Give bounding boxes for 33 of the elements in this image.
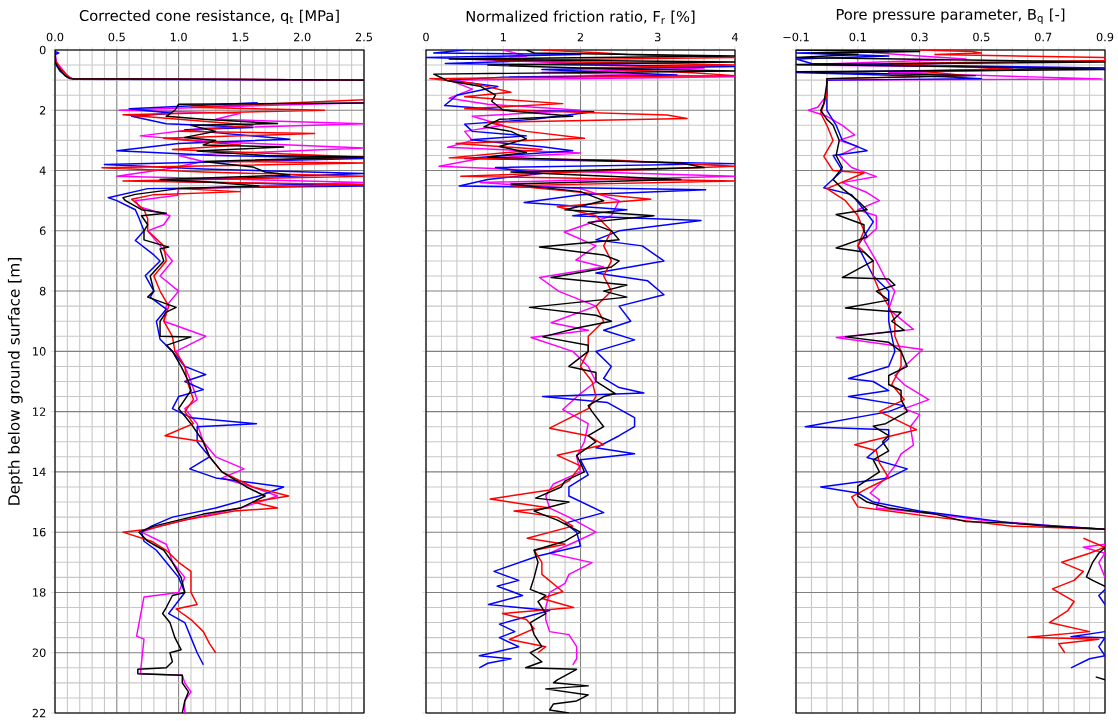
- y-tick-label: 18: [33, 588, 46, 597]
- x-tick-label: 2.5: [355, 32, 373, 42]
- y-tick-label: 20: [32, 648, 46, 658]
- x-tick-label: 0.1: [849, 32, 866, 42]
- x-tick-label: 1.0: [170, 32, 187, 42]
- y-axis-title: Depth below ground surface [m]: [7, 258, 23, 505]
- x-tick-label: 0: [423, 32, 429, 42]
- y-tick-label: 12: [33, 407, 46, 416]
- y-tick-label: 22: [32, 708, 46, 718]
- chart-title: Pore pressure parameter, B$_{q}$ [-]: [836, 8, 1065, 24]
- x-tick-label: 3: [655, 32, 661, 42]
- x-tick-label: 0.0: [46, 32, 64, 42]
- x-tick-label: 2.0: [294, 32, 311, 42]
- x-tick-label: 0.5: [108, 32, 125, 42]
- y-tick-label: 0: [39, 45, 46, 55]
- x-tick-label: 0.5: [973, 32, 990, 42]
- y-tick-label: 14: [33, 467, 46, 477]
- x-tick-label: 0.3: [911, 32, 928, 42]
- x-tick-label: 1.5: [232, 32, 249, 42]
- x-tick-label: 1: [500, 33, 506, 42]
- x-tick-label: 4: [731, 33, 738, 42]
- y-tick-label: 10: [33, 347, 46, 356]
- x-tick-label: 2: [577, 32, 583, 42]
- y-tick-label: 16: [33, 527, 46, 537]
- y-tick-label: 6: [39, 226, 46, 236]
- chart-title: Corrected cone resistance, q$_{t}$ [MPa]: [79, 9, 339, 24]
- x-tick-label: −0.1: [783, 32, 809, 42]
- chart-title: Normalized friction ratio, F$_{r}$ [%]: [466, 10, 695, 24]
- y-tick-label: 8: [39, 286, 46, 296]
- x-tick-label: 0.7: [1034, 32, 1052, 42]
- x-tick-label: 0.9: [1096, 32, 1114, 42]
- y-tick-label: 4: [39, 166, 46, 175]
- y-tick-label: 2: [39, 106, 46, 115]
